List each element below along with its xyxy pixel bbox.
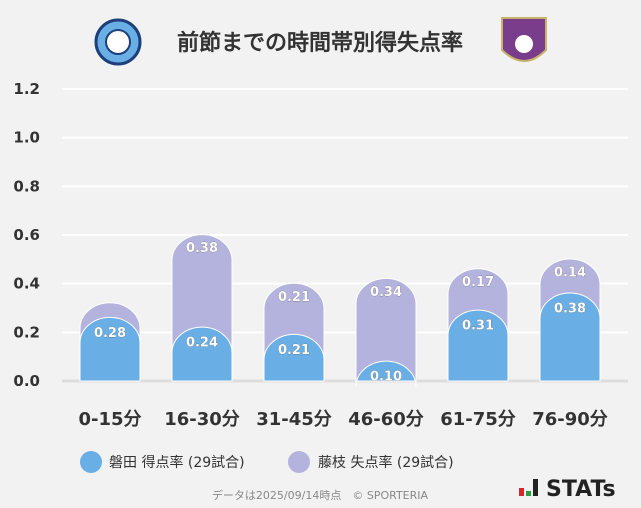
x-tick-label: 0-15分 [78,409,141,430]
y-tick-label: 0.6 [13,226,40,244]
x-tick-label: 31-45分 [256,409,332,430]
x-tick-label: 46-60分 [348,409,424,430]
stats-logo: STATs [519,477,616,502]
y-tick-label: 1.2 [13,80,40,98]
home-logo [94,18,142,66]
data-label-away: 0.34 [370,285,402,300]
bar-home [263,333,325,382]
data-label-away: 0.17 [462,275,494,290]
data-label-home: 0.38 [554,302,586,317]
y-tick-label: 0.0 [13,372,40,390]
bar-away [355,278,417,382]
bar-home [447,309,509,382]
data-label-away: 0.21 [278,290,310,305]
legend-swatch-home [80,451,102,473]
legend-label-home: 磐田 得点率 (29試合) [109,454,245,471]
y-tick-label: 0.2 [13,323,40,341]
y-tick-label: 1.0 [13,129,40,147]
data-label-home: 0.24 [186,336,218,351]
data-label-home: 0.31 [462,319,494,334]
bar-home [171,326,233,382]
footer-note: データは2025/09/14時点 © SPORTERIA [212,488,429,502]
stats-brand: STATs [546,477,616,502]
bar-home [539,292,601,382]
legend-swatch-away [288,451,310,473]
data-label-home: 0.10 [370,370,402,385]
legend-label-away: 藤枝 失点率 (29試合) [318,454,454,471]
chart-title: 前節までの時間帯別得失点率 [177,30,463,56]
y-tick-label: 0.8 [13,177,40,195]
x-tick-label: 61-75分 [440,409,516,430]
bar-home [355,360,417,387]
data-label-away: 0.14 [554,265,586,280]
y-tick-label: 0.4 [13,275,40,293]
data-label-home: 0.28 [94,326,126,341]
bar-home [79,316,141,382]
data-label-away: 0.38 [186,241,218,256]
x-tick-label: 16-30分 [164,409,240,430]
data-label-home: 0.21 [278,343,310,358]
x-tick-label: 76-90分 [532,409,608,430]
away-logo [501,17,547,62]
